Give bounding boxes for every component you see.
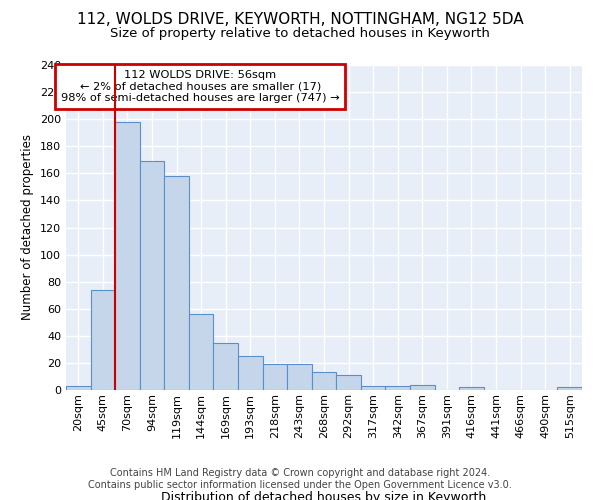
Bar [287, 364, 312, 390]
Bar [214, 342, 238, 390]
Bar [164, 176, 189, 390]
Bar [91, 290, 115, 390]
Bar [385, 386, 410, 390]
Text: 112 WOLDS DRIVE: 56sqm
← 2% of detached houses are smaller (17)
98% of semi-deta: 112 WOLDS DRIVE: 56sqm ← 2% of detached … [61, 70, 340, 103]
Bar [189, 314, 214, 390]
Bar [459, 388, 484, 390]
X-axis label: Distribution of detached houses by size in Keyworth: Distribution of detached houses by size … [161, 490, 487, 500]
Text: Contains HM Land Registry data © Crown copyright and database right 2024.
Contai: Contains HM Land Registry data © Crown c… [88, 468, 512, 490]
Bar [361, 386, 385, 390]
Text: 112, WOLDS DRIVE, KEYWORTH, NOTTINGHAM, NG12 5DA: 112, WOLDS DRIVE, KEYWORTH, NOTTINGHAM, … [77, 12, 523, 28]
Bar [410, 384, 434, 390]
Y-axis label: Number of detached properties: Number of detached properties [22, 134, 34, 320]
Bar [66, 386, 91, 390]
Bar [263, 364, 287, 390]
Bar [312, 372, 336, 390]
Bar [140, 161, 164, 390]
Text: Size of property relative to detached houses in Keyworth: Size of property relative to detached ho… [110, 28, 490, 40]
Bar [115, 122, 140, 390]
Bar [557, 388, 582, 390]
Bar [336, 375, 361, 390]
Bar [238, 356, 263, 390]
